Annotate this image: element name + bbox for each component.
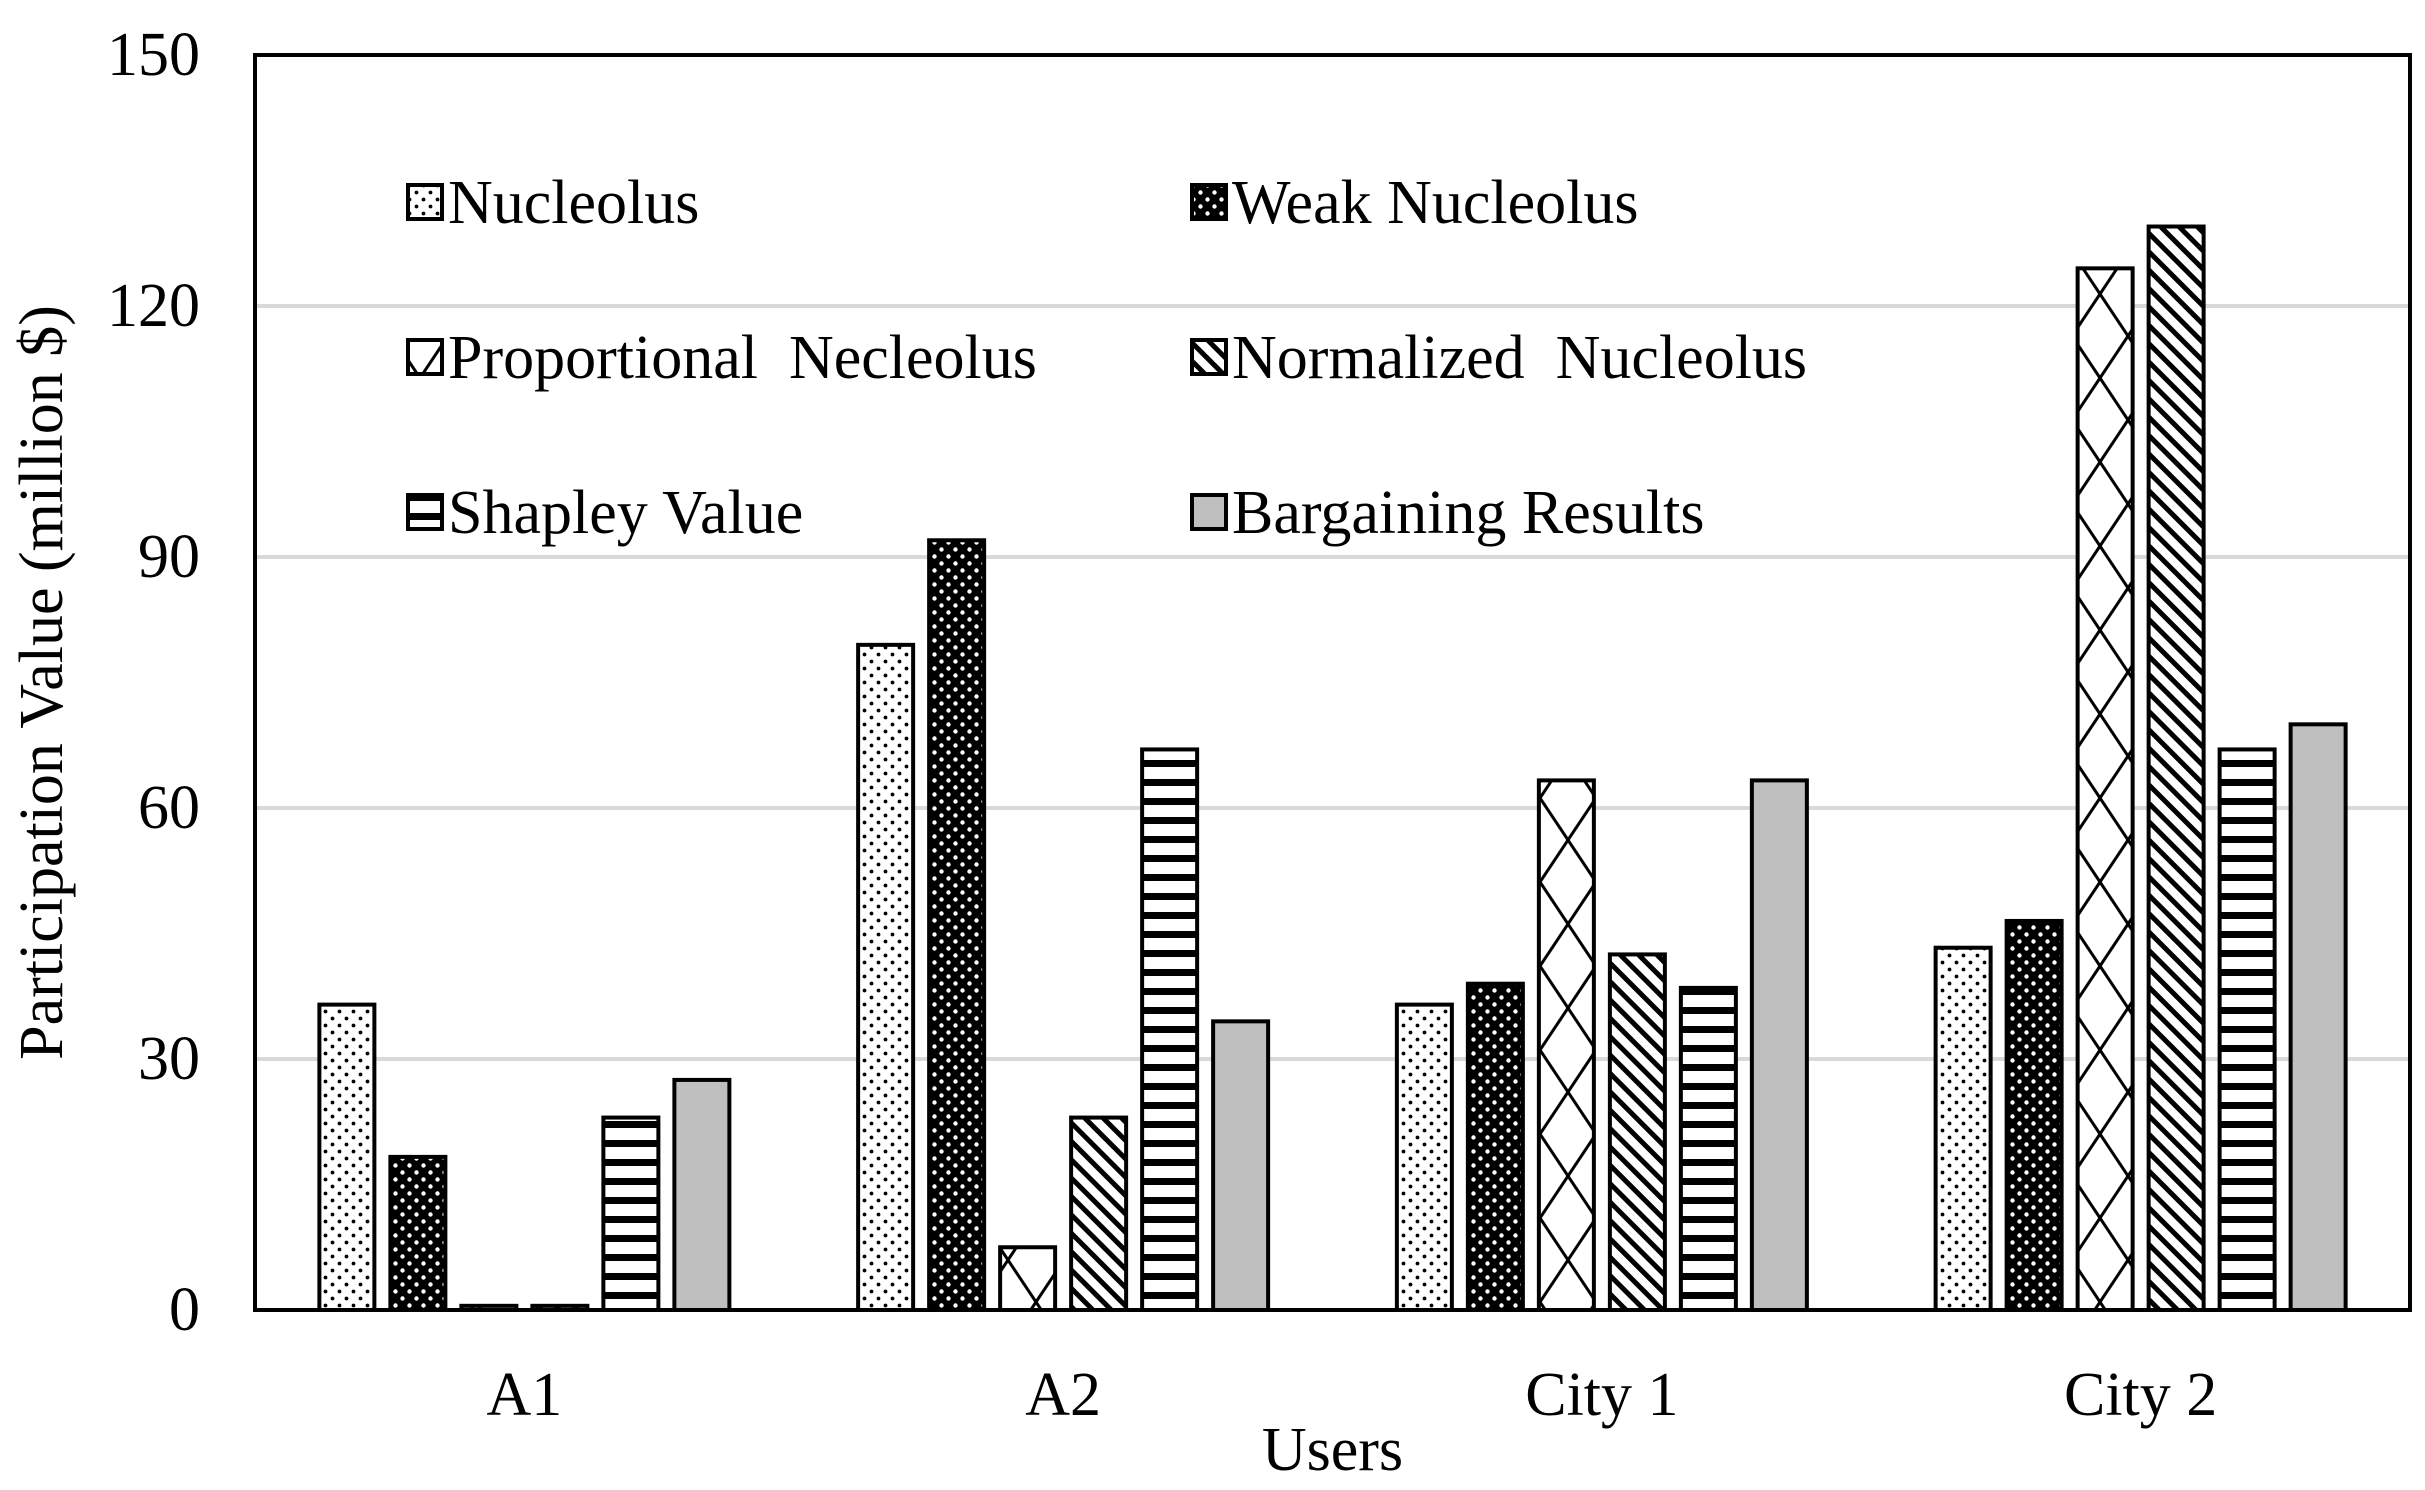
x-tick-label: A1 bbox=[486, 1361, 562, 1429]
bar-weak-nucleolus-city-2 bbox=[2004, 918, 2064, 1312]
bar-bargaining-results-city-1 bbox=[1749, 778, 1809, 1312]
legend-label-shapley-value: Shapley Value bbox=[448, 479, 803, 547]
bar-bargaining-results-a1 bbox=[672, 1077, 732, 1312]
bar-proportional-necleolus-city-1 bbox=[1536, 778, 1596, 1312]
bar-nucleolus-city-1 bbox=[1394, 1002, 1454, 1312]
bar-weak-nucleolus-city-1 bbox=[1465, 981, 1525, 1312]
bar-weak-nucleolus-a2 bbox=[927, 538, 987, 1312]
bar-normalized-nucleolus-a2 bbox=[1069, 1115, 1129, 1312]
y-tick-label: 0 bbox=[169, 1276, 200, 1344]
y-tick-label: 30 bbox=[138, 1025, 200, 1093]
bar-normalized-nucleolus-city-1 bbox=[1607, 952, 1667, 1313]
legend-label-weak-nucleolus: Weak Nucleolus bbox=[1232, 169, 1638, 237]
legend-swatch-normalized-nucleolus bbox=[1190, 338, 1228, 376]
y-axis-title: Participation Value (million $) bbox=[8, 305, 76, 1060]
legend-label-bargaining-results: Bargaining Results bbox=[1232, 479, 1704, 547]
legend-swatch-bargaining-results bbox=[1190, 493, 1228, 531]
x-axis-ticks: A1 A2 City 1 City 2 bbox=[486, 1361, 2217, 1429]
x-tick-label: A2 bbox=[1025, 1361, 1101, 1429]
bar-shapley-value-city-1 bbox=[1678, 985, 1738, 1313]
legend-swatch-proportional-necleolus bbox=[406, 338, 444, 376]
legend-swatch-shapley-value bbox=[406, 493, 444, 531]
bar-nucleolus-a2 bbox=[856, 642, 916, 1312]
x-axis-title: Users bbox=[1262, 1416, 1403, 1484]
bar-bargaining-results-city-2 bbox=[2288, 722, 2348, 1312]
y-tick-label: 120 bbox=[107, 272, 200, 340]
y-tick-label: 90 bbox=[138, 523, 200, 591]
y-axis-ticks: 0 30 60 90 120 150 bbox=[107, 21, 200, 1344]
bar-bargaining-results-a2 bbox=[1211, 1019, 1271, 1312]
bars bbox=[317, 224, 2348, 1313]
x-tick-label: City 1 bbox=[1525, 1361, 1678, 1429]
legend-swatch-nucleolus bbox=[406, 183, 444, 221]
legend-label-proportional-necleolus: Proportional Necleolus bbox=[448, 324, 1037, 392]
bar-nucleolus-city-2 bbox=[1933, 945, 1993, 1312]
bar-proportional-necleolus-a2 bbox=[998, 1245, 1058, 1312]
legend-label-normalized-nucleolus: Normalized Nucleolus bbox=[1232, 324, 1807, 392]
y-tick-label: 150 bbox=[107, 21, 200, 89]
bar-normalized-nucleolus-city-2 bbox=[2146, 224, 2206, 1312]
bar-shapley-value-city-2 bbox=[2217, 747, 2277, 1312]
bar-shapley-value-a1 bbox=[601, 1115, 661, 1312]
bar-shapley-value-a2 bbox=[1140, 747, 1200, 1312]
legend: Nucleolus Weak Nucleolus Proportional Necl… bbox=[406, 169, 1807, 547]
legend-label-nucleolus: Nucleolus bbox=[448, 169, 699, 237]
legend-swatch-weak-nucleolus bbox=[1190, 183, 1228, 221]
y-tick-label: 60 bbox=[138, 774, 200, 842]
plot-frame bbox=[253, 53, 2412, 1312]
bar-nucleolus-a1 bbox=[317, 1002, 377, 1312]
x-tick-label: City 2 bbox=[2064, 1361, 2217, 1429]
bar-weak-nucleolus-a1 bbox=[388, 1154, 448, 1313]
bar-proportional-necleolus-city-2 bbox=[2075, 266, 2135, 1313]
